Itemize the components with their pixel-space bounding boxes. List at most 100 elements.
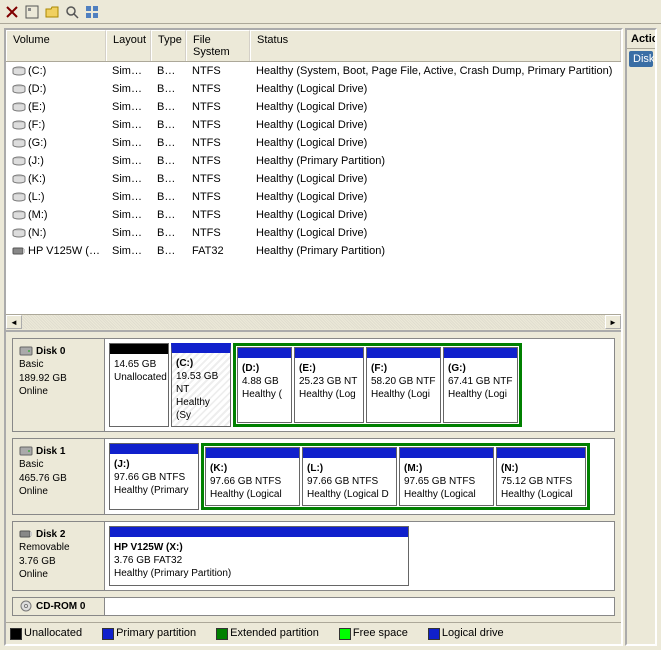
legend-unallocated: Unallocated bbox=[10, 627, 90, 639]
partition[interactable]: (D:)4.88 GBHealthy ( bbox=[237, 347, 292, 423]
volume-name: (E:) bbox=[28, 101, 46, 113]
disk-name: Disk 0 bbox=[36, 345, 65, 359]
volume-name: (C:) bbox=[28, 65, 46, 77]
volume-layout: Simple bbox=[106, 209, 151, 221]
table-row[interactable]: (L:)SimpleBasicNTFSHealthy (Logical Driv… bbox=[6, 188, 621, 206]
volume-type: Basic bbox=[151, 173, 186, 185]
volume-icon bbox=[12, 156, 26, 166]
volume-name: (L:) bbox=[28, 191, 45, 203]
volume-status: Healthy (Logical Drive) bbox=[250, 137, 621, 149]
volume-layout: Simple bbox=[106, 155, 151, 167]
volume-type: Basic bbox=[151, 227, 186, 239]
disk-size: 465.76 GB bbox=[19, 472, 98, 486]
disk-row: Disk 1Basic465.76 GBOnline(J:)97.66 GB N… bbox=[12, 438, 615, 515]
volume-layout: Simple bbox=[106, 101, 151, 113]
disk-info[interactable]: Disk 1Basic465.76 GBOnline bbox=[13, 439, 105, 514]
disk-info[interactable]: Disk 0Basic189.92 GBOnline bbox=[13, 339, 105, 431]
partition[interactable]: (K:)97.66 GB NTFSHealthy (Logical bbox=[205, 447, 300, 506]
volume-name: (G:) bbox=[28, 137, 47, 149]
volume-icon bbox=[12, 246, 26, 256]
swatch-free bbox=[339, 628, 351, 640]
volume-table-header: Volume Layout Type File System Status bbox=[6, 30, 621, 62]
table-row[interactable]: (E:)SimpleBasicNTFSHealthy (Logical Driv… bbox=[6, 98, 621, 116]
volume-fs: NTFS bbox=[186, 191, 250, 203]
volume-status: Healthy (Logical Drive) bbox=[250, 191, 621, 203]
disk-icon bbox=[19, 345, 33, 357]
partition[interactable]: (G:)67.41 GB NTFHealthy (Logi bbox=[443, 347, 518, 423]
swatch-primary bbox=[102, 628, 114, 640]
disk-size: 3.76 GB bbox=[19, 555, 98, 569]
partition[interactable]: HP V125W (X:)3.76 GB FAT32Healthy (Prima… bbox=[109, 526, 409, 586]
swatch-unallocated bbox=[10, 628, 22, 640]
disk-name: CD-ROM 0 bbox=[36, 600, 85, 614]
disk-icon bbox=[19, 445, 33, 457]
volume-type: Basic bbox=[151, 191, 186, 203]
volume-name: (N:) bbox=[28, 227, 46, 239]
actions-panel: Actions Disk bbox=[625, 28, 657, 646]
table-row[interactable]: (J:)SimpleBasicNTFSHealthy (Primary Part… bbox=[6, 152, 621, 170]
table-row[interactable]: HP V125W (X:)SimpleBasicFAT32Healthy (Pr… bbox=[6, 242, 621, 260]
col-status[interactable]: Status bbox=[250, 30, 621, 61]
table-row[interactable]: (N:)SimpleBasicNTFSHealthy (Logical Driv… bbox=[6, 224, 621, 242]
volume-status: Healthy (Logical Drive) bbox=[250, 101, 621, 113]
legend-extended: Extended partition bbox=[216, 627, 327, 639]
volume-status: Healthy (Logical Drive) bbox=[250, 227, 621, 239]
col-type[interactable]: Type bbox=[151, 30, 186, 61]
swatch-logical bbox=[428, 628, 440, 640]
volume-icon bbox=[12, 84, 26, 94]
volume-icon bbox=[12, 210, 26, 220]
scroll-left-icon[interactable]: ◄ bbox=[6, 315, 22, 329]
properties-icon[interactable] bbox=[24, 4, 40, 20]
open-icon[interactable] bbox=[44, 4, 60, 20]
volume-fs: NTFS bbox=[186, 83, 250, 95]
scroll-right-icon[interactable]: ► bbox=[605, 315, 621, 329]
col-layout[interactable]: Layout bbox=[106, 30, 151, 61]
volume-icon bbox=[12, 192, 26, 202]
volume-layout: Simple bbox=[106, 245, 151, 257]
volume-status: Healthy (Logical Drive) bbox=[250, 119, 621, 131]
disk-info[interactable]: CD-ROM 0 bbox=[13, 598, 105, 616]
col-volume[interactable]: Volume bbox=[6, 30, 106, 61]
partition[interactable]: (C:)19.53 GB NTHealthy (Sy bbox=[171, 343, 231, 427]
table-row[interactable]: (K:)SimpleBasicNTFSHealthy (Logical Driv… bbox=[6, 170, 621, 188]
col-fs[interactable]: File System bbox=[186, 30, 250, 61]
partition[interactable]: (N:)75.12 GB NTFSHealthy (Logical bbox=[496, 447, 586, 506]
h-scrollbar[interactable]: ◄ ► bbox=[6, 314, 621, 330]
volume-type: Basic bbox=[151, 101, 186, 113]
volume-status: Healthy (Logical Drive) bbox=[250, 173, 621, 185]
volume-status: Healthy (System, Boot, Page File, Active… bbox=[250, 65, 621, 77]
volume-name: (J:) bbox=[28, 155, 44, 167]
partition[interactable]: (F:)58.20 GB NTFHealthy (Logi bbox=[366, 347, 441, 423]
disk-status: Online bbox=[19, 485, 98, 499]
table-row[interactable]: (C:)SimpleBasicNTFSHealthy (System, Boot… bbox=[6, 62, 621, 80]
disk-name: Disk 1 bbox=[36, 445, 65, 459]
preview-icon[interactable] bbox=[64, 4, 80, 20]
scroll-track[interactable] bbox=[22, 315, 605, 329]
volume-type: Basic bbox=[151, 137, 186, 149]
left-panel: Volume Layout Type File System Status (C… bbox=[4, 28, 623, 646]
disk-type: Removable bbox=[19, 541, 98, 555]
partition[interactable]: (M:)97.65 GB NTFSHealthy (Logical bbox=[399, 447, 494, 506]
partition[interactable]: (J:)97.66 GB NTFSHealthy (Primary bbox=[109, 443, 199, 510]
actions-item-disk[interactable]: Disk bbox=[629, 51, 653, 67]
disk-partitions: (J:)97.66 GB NTFSHealthy (Primary(K:)97.… bbox=[105, 439, 614, 514]
delete-icon[interactable] bbox=[4, 4, 20, 20]
legend: Unallocated Primary partition Extended p… bbox=[6, 622, 621, 644]
volume-name: (D:) bbox=[28, 83, 46, 95]
table-row[interactable]: (D:)SimpleBasicNTFSHealthy (Logical Driv… bbox=[6, 80, 621, 98]
partition[interactable]: 14.65 GBUnallocated bbox=[109, 343, 169, 427]
disk-name: Disk 2 bbox=[36, 528, 65, 542]
table-row[interactable]: (F:)SimpleBasicNTFSHealthy (Logical Driv… bbox=[6, 116, 621, 134]
disk-info[interactable]: Disk 2Removable3.76 GBOnline bbox=[13, 522, 105, 590]
volume-name: (F:) bbox=[28, 119, 45, 131]
table-row[interactable]: (M:)SimpleBasicNTFSHealthy (Logical Driv… bbox=[6, 206, 621, 224]
volume-fs: NTFS bbox=[186, 209, 250, 221]
partition[interactable]: (L:)97.66 GB NTFSHealthy (Logical D bbox=[302, 447, 397, 506]
volume-fs: NTFS bbox=[186, 119, 250, 131]
partition[interactable]: (E:)25.23 GB NTHealthy (Log bbox=[294, 347, 364, 423]
volume-type: Basic bbox=[151, 119, 186, 131]
disk-row: Disk 0Basic189.92 GBOnline14.65 GBUnallo… bbox=[12, 338, 615, 432]
refresh-view-icon[interactable] bbox=[84, 4, 100, 20]
table-row[interactable]: (G:)SimpleBasicNTFSHealthy (Logical Driv… bbox=[6, 134, 621, 152]
volume-icon bbox=[12, 102, 26, 112]
